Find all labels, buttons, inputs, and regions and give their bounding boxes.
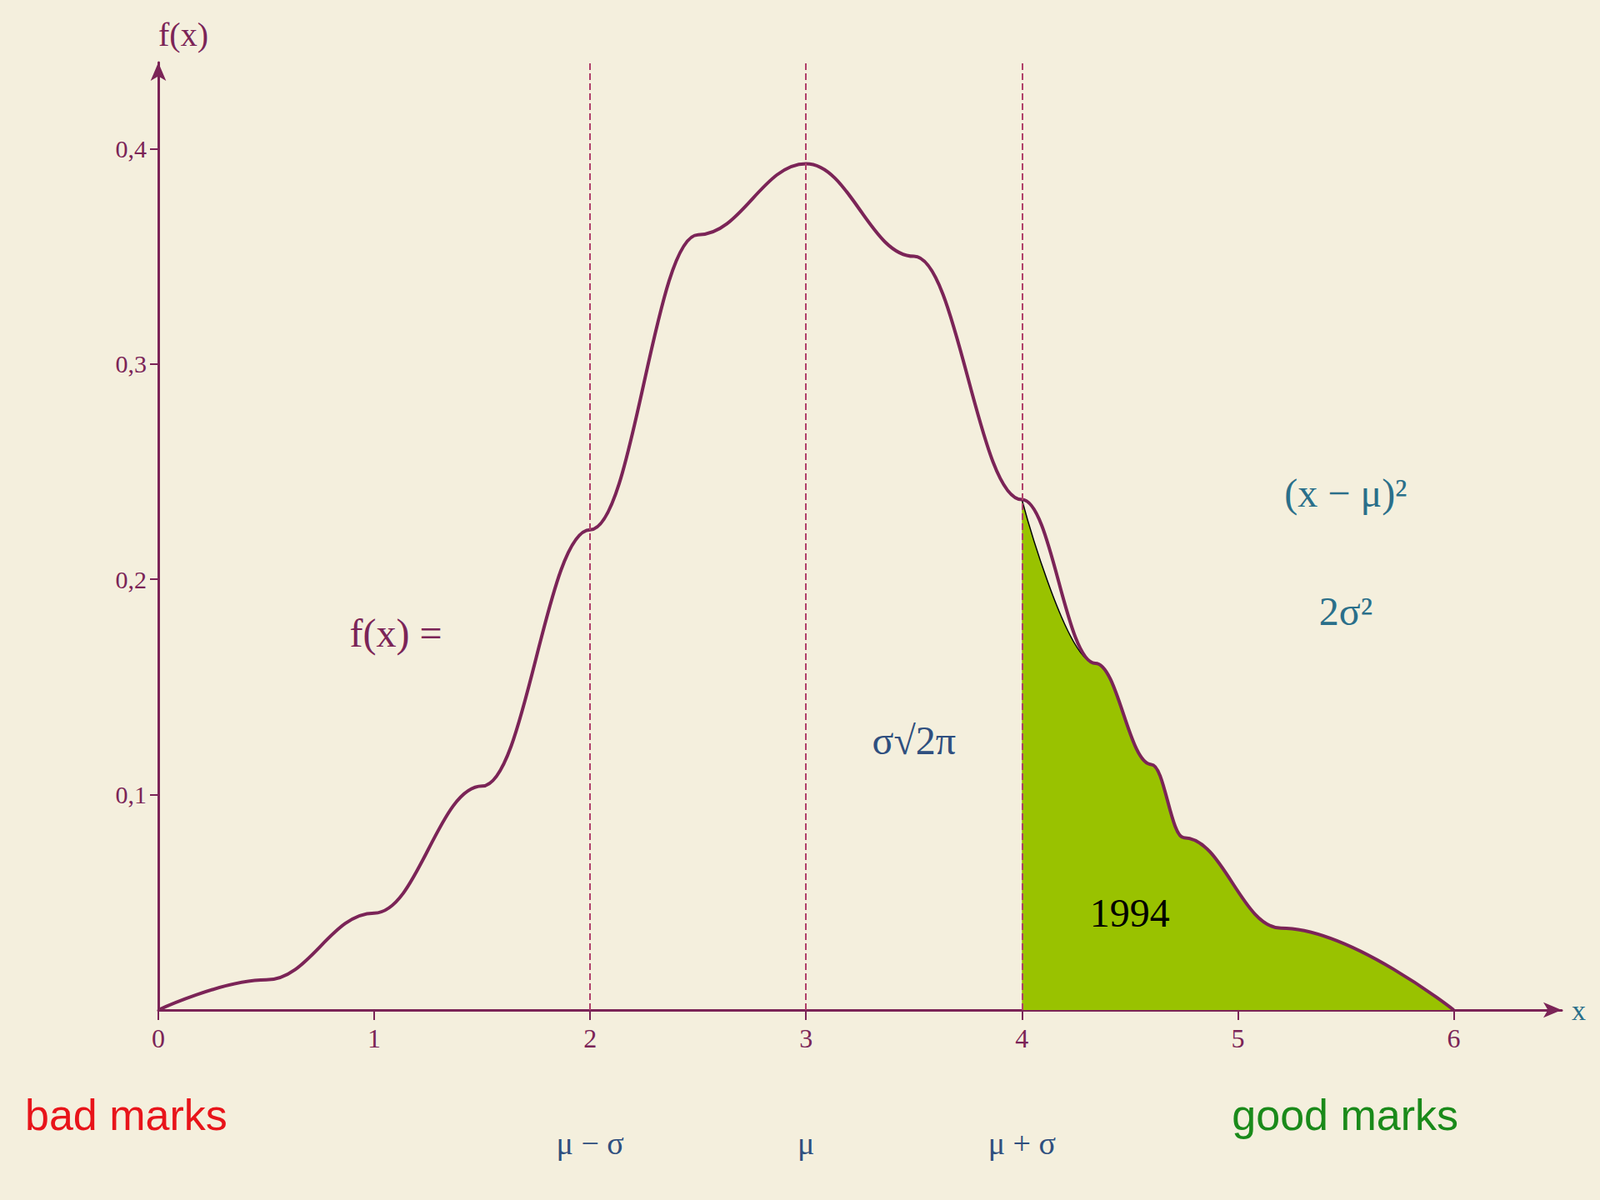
svg-text:1994: 1994 bbox=[1090, 890, 1170, 935]
svg-text:4: 4 bbox=[1015, 1023, 1029, 1054]
svg-text:x: x bbox=[1571, 995, 1586, 1026]
svg-text:σ√2π: σ√2π bbox=[872, 718, 956, 763]
svg-text:(x − μ)²: (x − μ)² bbox=[1284, 470, 1407, 516]
svg-text:μ: μ bbox=[797, 1125, 815, 1161]
svg-text:bad marks: bad marks bbox=[25, 1090, 228, 1140]
svg-text:0,1: 0,1 bbox=[115, 780, 148, 809]
svg-text:μ + σ: μ + σ bbox=[988, 1125, 1056, 1161]
svg-text:2: 2 bbox=[583, 1023, 597, 1054]
svg-text:2σ²: 2σ² bbox=[1319, 589, 1373, 634]
svg-text:5: 5 bbox=[1230, 1023, 1245, 1054]
svg-text:f(x) =: f(x) = bbox=[349, 610, 442, 656]
svg-text:good marks: good marks bbox=[1231, 1090, 1459, 1140]
svg-text:0,4: 0,4 bbox=[115, 135, 148, 163]
svg-text:0,3: 0,3 bbox=[115, 350, 148, 378]
svg-text:1: 1 bbox=[367, 1023, 381, 1054]
svg-text:6: 6 bbox=[1446, 1023, 1460, 1054]
svg-text:0: 0 bbox=[151, 1023, 165, 1054]
svg-text:μ − σ: μ − σ bbox=[556, 1125, 625, 1161]
svg-text:f(x): f(x) bbox=[158, 15, 209, 54]
svg-text:3: 3 bbox=[799, 1023, 813, 1054]
svg-text:0,2: 0,2 bbox=[115, 565, 148, 594]
